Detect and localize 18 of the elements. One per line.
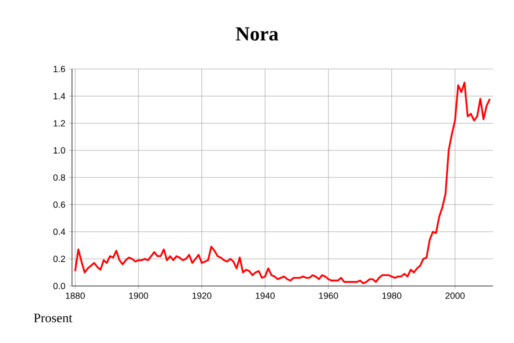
y-tick-label: 1.2 bbox=[54, 120, 66, 126]
x-tick-label: 1920 bbox=[192, 292, 212, 299]
text: Prosent bbox=[34, 314, 72, 322]
y-tick-label: 0.6 bbox=[53, 201, 66, 208]
x-tick-label: 1880 bbox=[66, 292, 85, 299]
y-tick-label: 0.4 bbox=[53, 228, 66, 235]
y-tick-label: 0.8 bbox=[53, 174, 66, 181]
x-tick-label: 1980 bbox=[382, 292, 402, 299]
y-tick-label: 0.0 bbox=[53, 282, 66, 290]
chart-title: Nora bbox=[236, 27, 278, 41]
x-tick-label: 1960 bbox=[319, 292, 338, 299]
x-tick-label: 1900 bbox=[129, 292, 148, 299]
y-tick-label: 1.6 bbox=[54, 66, 66, 72]
x-tick-label: 1940 bbox=[256, 292, 275, 299]
y-tick-label: 1.4 bbox=[54, 93, 66, 100]
y-tick-label: 0.2 bbox=[53, 256, 66, 262]
y-tick-label: 1.0 bbox=[54, 147, 66, 154]
x-tick-label: 2000 bbox=[446, 292, 465, 299]
